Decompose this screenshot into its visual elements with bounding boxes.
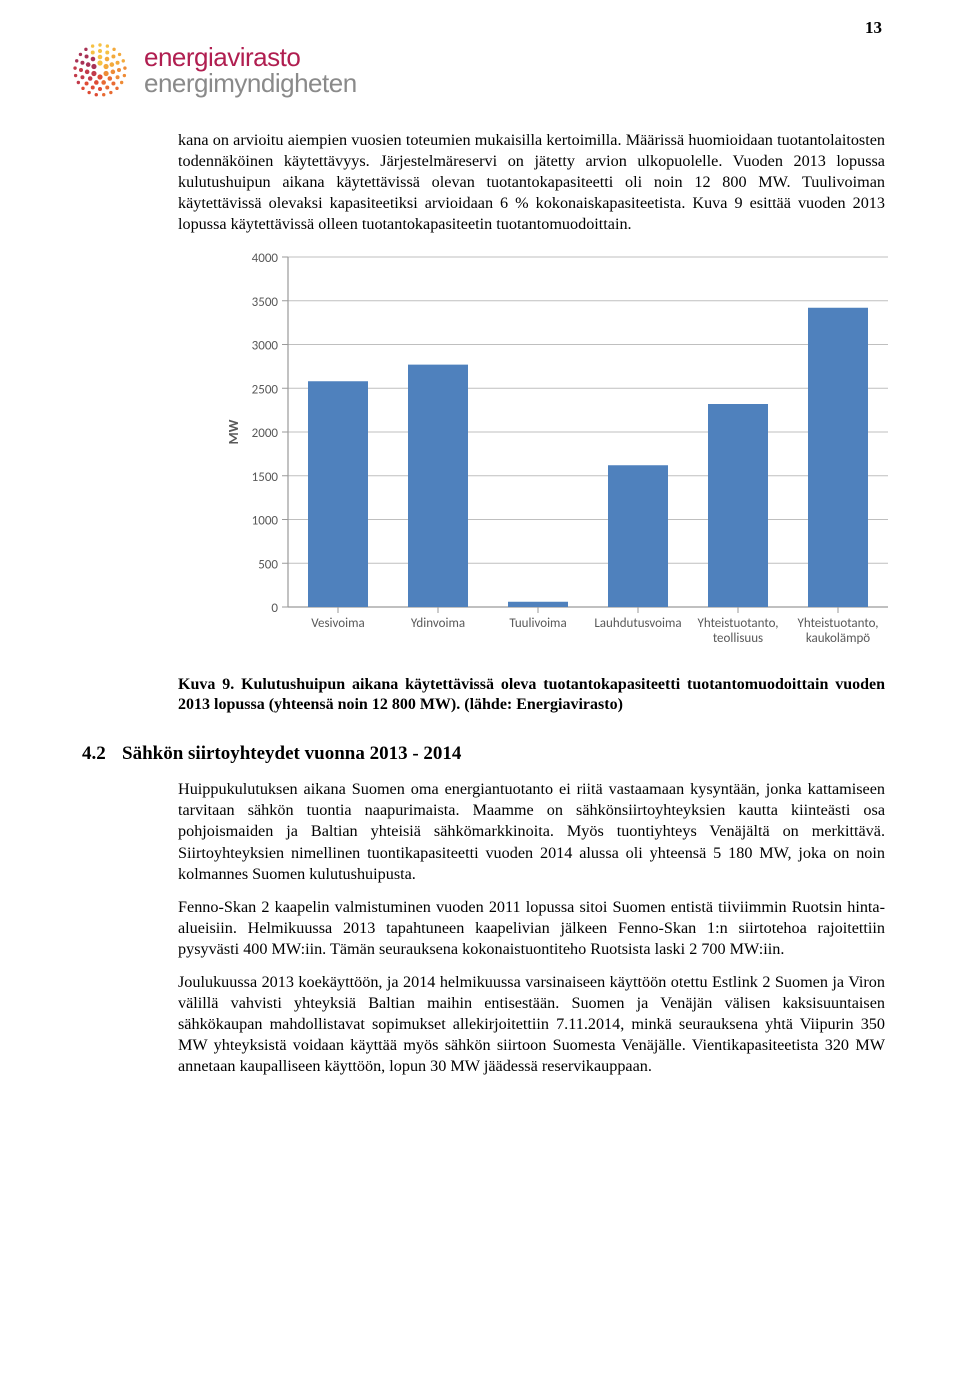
section-title: Sähkön siirtoyhteydet vuonna 2013 - 2014 — [122, 743, 461, 764]
svg-text:500: 500 — [258, 558, 278, 573]
section-number: 4.2 — [82, 743, 122, 765]
logo: energiavirasto energimyndigheten — [70, 40, 885, 100]
paragraph-1: kana on arvioitu aiempien vuosien toteum… — [178, 130, 885, 235]
svg-text:Yhteistuotanto,: Yhteistuotanto, — [798, 616, 879, 631]
section-heading: 4.2Sähkön siirtoyhteydet vuonna 2013 - 2… — [130, 743, 885, 765]
svg-text:2500: 2500 — [252, 383, 279, 398]
svg-text:Lauhdutusvoima: Lauhdutusvoima — [594, 616, 681, 631]
figure-caption: Kuva 9. Kulutushuipun aikana käytettävis… — [178, 675, 885, 715]
paragraph-4: Joulukuussa 2013 koekäyttöön, ja 2014 he… — [178, 972, 885, 1077]
capacity-bar-chart: 0 500 1000 1500 2000 2500 3000 3500 4000 Vesivoim… — [218, 247, 885, 667]
svg-text:kaukolämpö: kaukolämpö — [806, 631, 870, 646]
svg-text:MW: MW — [225, 420, 242, 445]
svg-text:3000: 3000 — [252, 339, 279, 354]
svg-text:2000: 2000 — [252, 426, 279, 441]
logo-line-1: energiavirasto — [144, 44, 357, 70]
svg-text:3500: 3500 — [252, 295, 279, 310]
svg-text:Tuulivoima: Tuulivoima — [509, 616, 566, 631]
svg-text:4000: 4000 — [252, 251, 279, 266]
svg-text:1500: 1500 — [252, 470, 279, 485]
svg-text:1000: 1000 — [252, 514, 279, 529]
svg-text:Yhteistuotanto,: Yhteistuotanto, — [698, 616, 779, 631]
svg-text:0: 0 — [271, 601, 278, 616]
svg-text:Vesivoima: Vesivoima — [311, 616, 364, 631]
paragraph-3: Fenno-Skan 2 kaapelin valmistuminen vuod… — [178, 897, 885, 960]
logo-line-2: energimyndigheten — [144, 70, 357, 96]
paragraph-2: Huippukulutuksen aikana Suomen oma energ… — [178, 779, 885, 884]
sunburst-icon — [70, 40, 130, 100]
svg-text:Ydinvoima: Ydinvoima — [411, 616, 465, 631]
page-number: 13 — [865, 18, 882, 38]
svg-text:teollisuus: teollisuus — [713, 631, 763, 646]
